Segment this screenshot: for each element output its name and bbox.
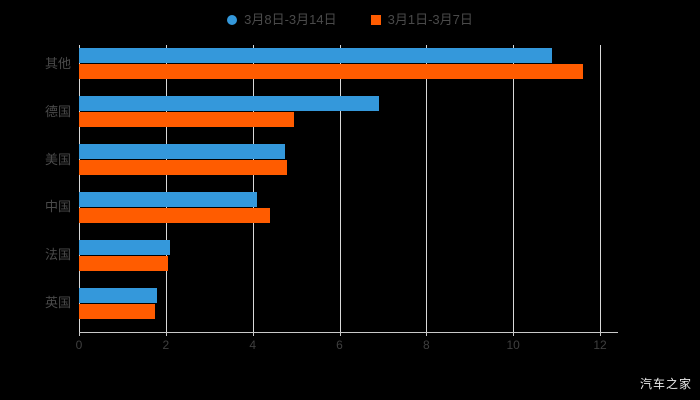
bar-series-b-6[interactable] [79,303,155,319]
x-tick-label-0: 0 [75,338,83,352]
gridline-x-12 [600,45,601,332]
legend-label: 3月1日-3月7日 [387,12,473,27]
legend-item-1[interactable]: 3月8日-3月14日 [227,10,337,30]
category-label-4: 中国 [44,199,71,215]
gridline-x-0 [79,45,80,332]
category-label-3: 美国 [44,151,71,167]
bar-series-b-1[interactable] [79,64,583,80]
bar-series-a-2[interactable] [79,96,379,112]
x-tick-label-12: 12 [593,338,607,352]
x-tick-label-6: 6 [336,338,343,352]
legend-circle-icon [227,15,238,25]
bar-series-a-6[interactable] [79,287,158,303]
legend-item-2[interactable]: 3月1日-3月7日 [370,10,473,30]
gridline-x-8 [426,45,428,332]
x-axis-line [79,332,618,333]
gridline-x-2 [165,45,167,332]
x-tick-mark-8 [426,332,428,336]
bar-series-a-5[interactable] [79,239,171,255]
x-tick-label-2: 2 [162,338,170,352]
bar-series-a-4[interactable] [79,191,257,207]
chart-legend: 3月8日-3月14日 3月1日-3月7日 [0,8,700,32]
x-tick-mark-12 [600,332,601,336]
category-label-2: 德国 [44,103,71,119]
bar-series-b-2[interactable] [79,112,294,128]
x-tick-mark-2 [165,332,167,336]
category-label-5: 法国 [44,247,71,263]
x-tick-mark-6 [339,332,341,336]
watermark: 汽车之家 [639,377,692,391]
gridline-x-6 [339,45,341,332]
x-tick-label-10: 10 [506,338,520,352]
bar-series-b-5[interactable] [79,255,168,271]
category-axis: 其他德国美国中国法国英国 [0,45,71,332]
bar-series-b-3[interactable] [79,160,288,176]
x-tick-mark-0 [79,332,80,336]
x-tick-mark-4 [252,332,254,336]
legend-square-icon [370,15,381,25]
legend-label: 3月8日-3月14日 [244,12,337,27]
plot-area [79,45,601,332]
bar-series-b-4[interactable] [79,207,271,223]
x-tick-label-4: 4 [249,338,256,352]
x-tick-mark-10 [513,332,515,336]
gridline-x-10 [513,45,515,332]
gridline-x-4 [252,45,254,332]
category-label-1: 其他 [44,55,71,71]
bar-series-a-1[interactable] [79,48,553,64]
bar-series-a-3[interactable] [79,144,286,160]
category-label-6: 英国 [44,295,71,311]
x-tick-label-8: 8 [422,338,430,352]
